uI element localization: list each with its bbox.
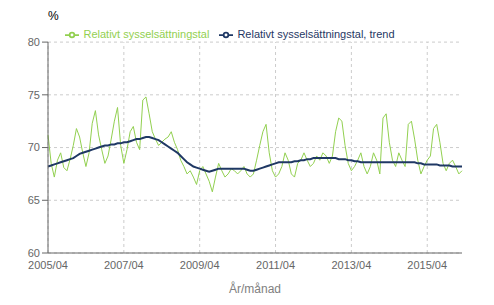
svg-text:2007/04: 2007/04 bbox=[104, 259, 144, 271]
svg-text:75: 75 bbox=[28, 89, 40, 101]
svg-text:60: 60 bbox=[28, 247, 40, 259]
html-text:Relativt sysselsättningstal: Relativt sysselsättningstal bbox=[83, 28, 210, 40]
svg-text:70: 70 bbox=[28, 141, 40, 153]
svg-text:2015/04: 2015/04 bbox=[407, 259, 447, 271]
svg-text:År/månad: År/månad bbox=[229, 281, 281, 296]
svg-text:80: 80 bbox=[28, 36, 40, 48]
svg-text:2009/04: 2009/04 bbox=[180, 259, 220, 271]
svg-text:2011/04: 2011/04 bbox=[256, 259, 295, 271]
svg-text:2005/04: 2005/04 bbox=[28, 259, 68, 271]
svg-text:65: 65 bbox=[28, 194, 40, 206]
html-text:Relativt sysselsättningstal, t: Relativt sysselsättningstal, trend bbox=[237, 28, 395, 40]
svg-text:2013/04: 2013/04 bbox=[332, 259, 372, 271]
